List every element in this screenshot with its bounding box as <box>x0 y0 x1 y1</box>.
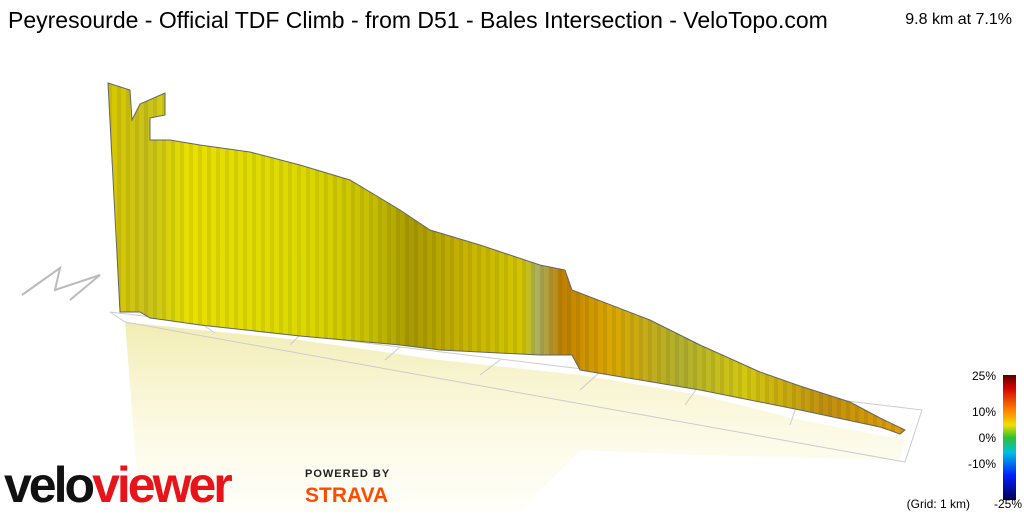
scale-label: 0% <box>979 431 997 445</box>
scale-label: 10% <box>972 405 996 419</box>
scale-label: -10% <box>968 457 996 471</box>
logo-velo: velo <box>4 457 94 512</box>
strava: STRAVA <box>305 484 388 507</box>
profile-shading <box>108 83 905 434</box>
grid-note: (Grid: 1 km) <box>907 497 970 511</box>
stats: 9.8 km at 7.1% <box>905 11 1012 28</box>
logo-viewer: viewer <box>92 457 232 512</box>
powered-by: POWERED BY <box>305 468 390 480</box>
reflection <box>125 322 905 512</box>
scale-label: 25% <box>972 369 996 383</box>
title: Peyresourde - Official TDF Climb - from … <box>8 7 828 33</box>
north-arrow <box>21 265 101 301</box>
scale-label: -25% <box>994 497 1022 511</box>
gradient-scale <box>1003 375 1016 500</box>
logo: veloviewer <box>4 457 232 512</box>
